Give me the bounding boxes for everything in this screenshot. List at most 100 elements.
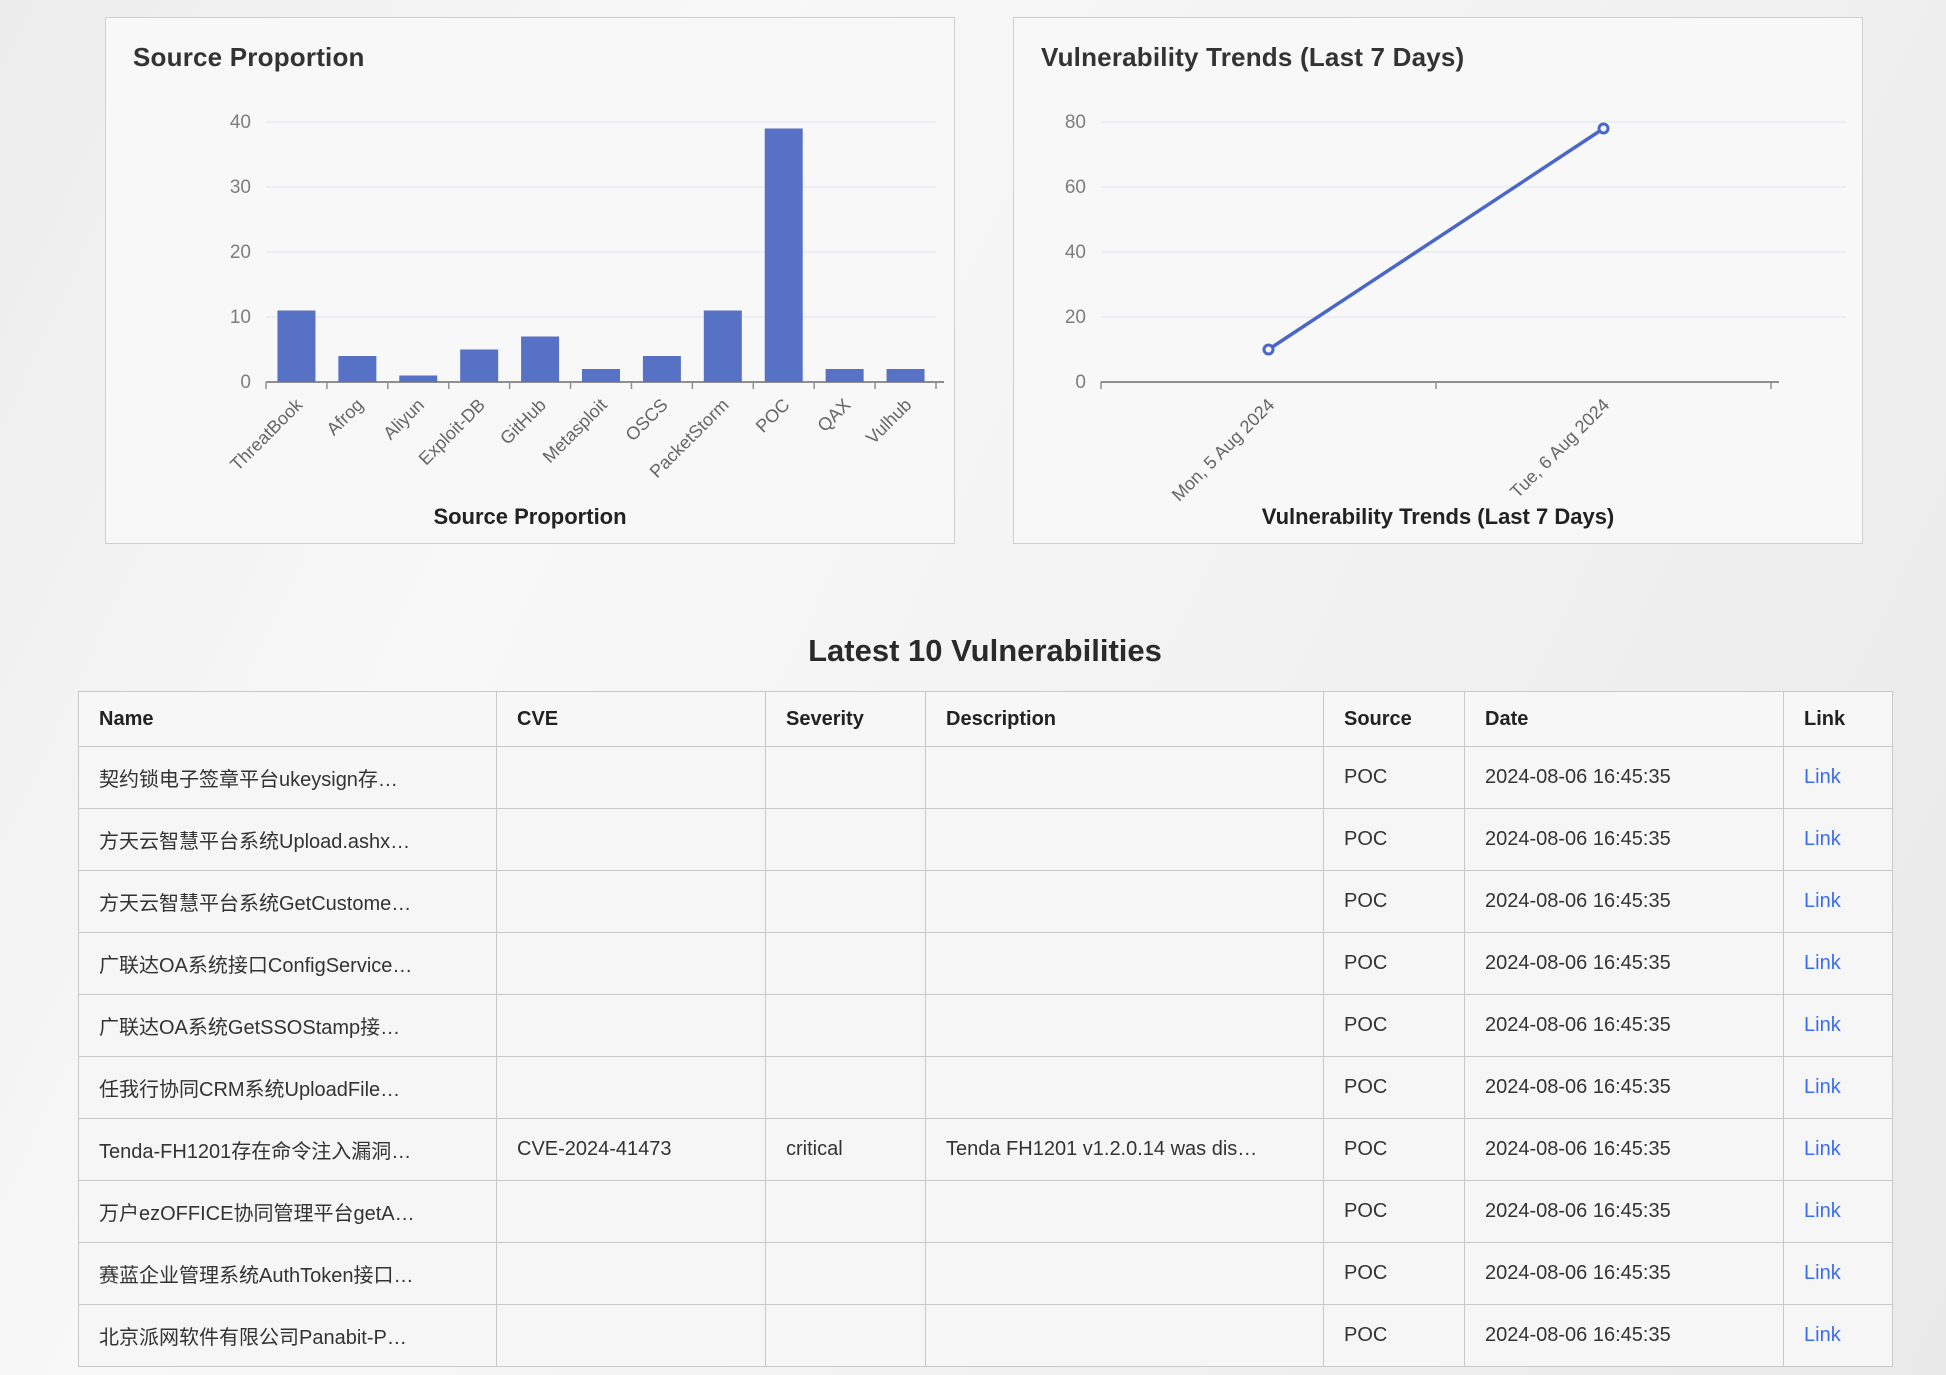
table-row: 契约锁电子签章平台ukeysign存… POC 2024-08-06 16:45:3… bbox=[78, 746, 1893, 809]
line-chart: 0 20 40 60 80 Mon, 5 Aug 2024 Tue, 6 Aug 2024 bbox=[1065, 112, 1846, 505]
cell-date: 2024-08-06 16:45:35 bbox=[1464, 1304, 1784, 1367]
data-point bbox=[1597, 122, 1610, 135]
cell-link: Link bbox=[1783, 746, 1893, 809]
cell-description bbox=[925, 870, 1324, 933]
cell-link: Link bbox=[1783, 1118, 1893, 1181]
cell-source: POC bbox=[1323, 1180, 1465, 1243]
bar bbox=[338, 356, 377, 382]
cell-link: Link bbox=[1783, 870, 1893, 933]
link[interactable]: Link bbox=[1804, 1200, 1841, 1222]
cell-severity bbox=[765, 1180, 926, 1243]
cell-source: POC bbox=[1323, 1242, 1465, 1305]
link[interactable]: Link bbox=[1804, 952, 1841, 974]
x-category-label: Afrog bbox=[323, 395, 368, 440]
y-tick-label: 0 bbox=[1075, 372, 1086, 393]
cell-description bbox=[925, 1242, 1324, 1305]
cell-name: 万户ezOFFICE协同管理平台getA… bbox=[78, 1180, 497, 1243]
column-header-source: Source bbox=[1323, 691, 1465, 747]
cell-source: POC bbox=[1323, 994, 1465, 1057]
column-header-description: Description bbox=[925, 691, 1324, 747]
cell-date: 2024-08-06 16:45:35 bbox=[1464, 1118, 1784, 1181]
table-row: 万户ezOFFICE协同管理平台getA… POC 2024-08-06 16:45… bbox=[78, 1180, 1893, 1243]
y-tick-label: 10 bbox=[230, 307, 251, 328]
cell-source: POC bbox=[1323, 746, 1465, 809]
link[interactable]: Link bbox=[1804, 1262, 1841, 1284]
column-header-link: Link bbox=[1783, 691, 1893, 747]
table-row: Tenda-FH1201存在命令注入漏洞… CVE-2024-41473 criti… bbox=[78, 1118, 1893, 1181]
x-category-label: Metasploit bbox=[539, 395, 611, 467]
cell-cve bbox=[496, 870, 766, 933]
column-header-name: Name bbox=[78, 691, 497, 747]
link[interactable]: Link bbox=[1804, 1076, 1841, 1098]
cell-description bbox=[925, 808, 1324, 871]
bar bbox=[582, 369, 620, 382]
x-category-label: POC bbox=[752, 395, 794, 437]
cell-severity bbox=[765, 1056, 926, 1119]
y-tick-label: 30 bbox=[230, 177, 251, 198]
cell-name: 任我行协同CRM系统UploadFile… bbox=[78, 1056, 497, 1119]
y-tick-label: 40 bbox=[230, 112, 251, 133]
x-category-label: Exploit-DB bbox=[415, 395, 489, 469]
cell-cve bbox=[496, 1180, 766, 1243]
cell-source: POC bbox=[1323, 932, 1465, 995]
cell-date: 2024-08-06 16:45:35 bbox=[1464, 746, 1784, 809]
cell-date: 2024-08-06 16:45:35 bbox=[1464, 1180, 1784, 1243]
bar bbox=[277, 310, 316, 382]
bar bbox=[764, 128, 803, 382]
cell-name: 方天云智慧平台系统GetCustome… bbox=[78, 870, 497, 933]
column-header-cve: CVE bbox=[496, 691, 766, 747]
cell-name: 赛蓝企业管理系统AuthToken接口… bbox=[78, 1242, 497, 1305]
bar bbox=[825, 369, 864, 382]
x-category-label: OSCS bbox=[622, 395, 672, 445]
cell-date: 2024-08-06 16:45:35 bbox=[1464, 1056, 1784, 1119]
y-tick-label: 20 bbox=[230, 242, 251, 263]
cell-name: 广联达OA系统接口ConfigService… bbox=[78, 932, 497, 995]
cell-severity bbox=[765, 994, 926, 1057]
cell-link: Link bbox=[1783, 994, 1893, 1057]
cell-description bbox=[925, 1304, 1324, 1367]
cell-cve bbox=[496, 1056, 766, 1119]
cell-severity bbox=[765, 932, 926, 995]
y-tick-label: 20 bbox=[1065, 307, 1086, 328]
cell-cve bbox=[496, 746, 766, 809]
x-category-label: Vulhub bbox=[862, 395, 915, 448]
link[interactable]: Link bbox=[1804, 1014, 1841, 1036]
link[interactable]: Link bbox=[1804, 890, 1841, 912]
bar bbox=[886, 369, 925, 382]
table-row: 任我行协同CRM系统UploadFile… POC 2024-08-06 16:45… bbox=[78, 1056, 1893, 1119]
link[interactable]: Link bbox=[1804, 828, 1841, 850]
bar-chart: 0 10 20 30 40 ThreatBook Afrog AliyunExploit-DB… bbox=[226, 112, 944, 482]
table-header-row: Name CVE Severity Description Source Dat… bbox=[78, 691, 1893, 747]
cell-source: POC bbox=[1323, 870, 1465, 933]
link[interactable]: Link bbox=[1804, 1138, 1841, 1160]
column-header-severity: Severity bbox=[765, 691, 926, 747]
cell-name: 方天云智慧平台系统Upload.ashx… bbox=[78, 808, 497, 871]
y-tick-label: 80 bbox=[1065, 112, 1086, 133]
link[interactable]: Link bbox=[1804, 766, 1841, 788]
cell-cve bbox=[496, 1304, 766, 1367]
table-row: 广联达OA系统接口ConfigService… POC 2024-08-06 16:… bbox=[78, 932, 1893, 995]
cell-source: POC bbox=[1323, 1118, 1465, 1181]
cell-description: Tenda FH1201 v1.2.0.14 was dis… bbox=[925, 1118, 1324, 1181]
link[interactable]: Link bbox=[1804, 1324, 1841, 1346]
chart-caption: Vulnerability Trends (Last 7 Days) bbox=[1261, 504, 1615, 529]
cell-description bbox=[925, 994, 1324, 1057]
chart-caption: Source Proportion bbox=[433, 504, 627, 529]
cell-cve bbox=[496, 932, 766, 995]
cell-cve bbox=[496, 994, 766, 1057]
cell-name: 北京派网软件有限公司Panabit-P… bbox=[78, 1304, 497, 1367]
cell-link: Link bbox=[1783, 1180, 1893, 1243]
cell-name: 契约锁电子签章平台ukeysign存… bbox=[78, 746, 497, 809]
cell-link: Link bbox=[1783, 1304, 1893, 1367]
table-heading: Latest 10 Vulnerabilities bbox=[808, 633, 1162, 668]
x-category-label: Tue, 6 Aug 2024 bbox=[1506, 395, 1613, 502]
table-row: 广联达OA系统GetSSOStamp接… POC 2024-08-06 16:45:… bbox=[78, 994, 1893, 1057]
cell-cve bbox=[496, 808, 766, 871]
chart-title: Source Proportion bbox=[133, 42, 365, 72]
cell-source: POC bbox=[1323, 1304, 1465, 1367]
cell-date: 2024-08-06 16:45:35 bbox=[1464, 994, 1784, 1057]
cell-severity bbox=[765, 870, 926, 933]
y-tick-label: 60 bbox=[1065, 177, 1086, 198]
cell-severity bbox=[765, 1242, 926, 1305]
bar bbox=[642, 356, 681, 382]
